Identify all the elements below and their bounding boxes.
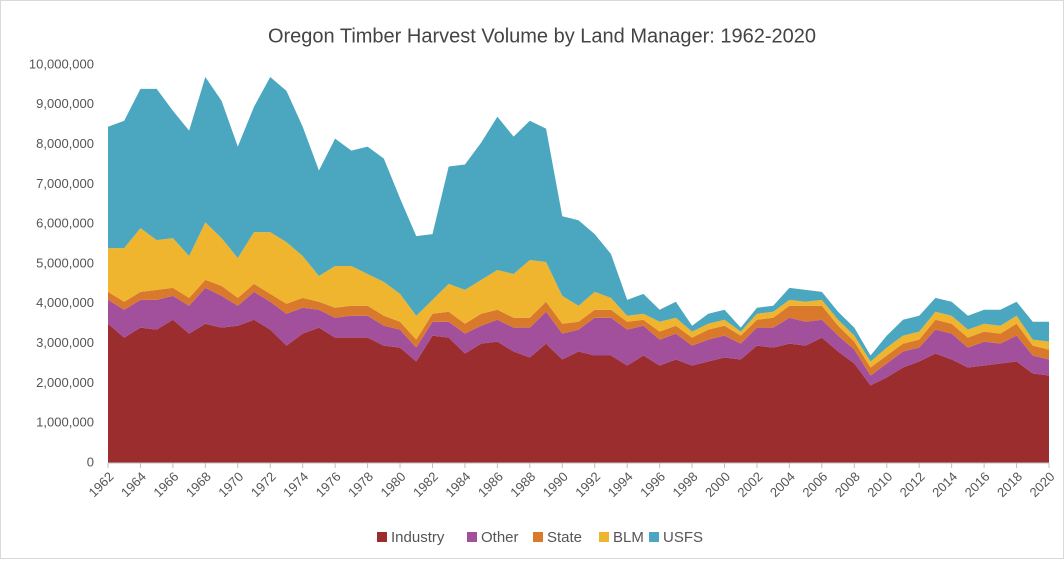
legend-label: State — [547, 529, 582, 546]
legend-swatch — [599, 532, 609, 542]
y-tick-label: 8,000,000 — [36, 136, 94, 151]
legend-swatch — [533, 532, 543, 542]
legend-swatch — [467, 532, 477, 542]
y-tick-label: 0 — [87, 454, 94, 469]
area — [108, 222, 1049, 368]
y-tick-label: 7,000,000 — [36, 176, 94, 191]
legend-swatch — [377, 532, 387, 542]
legend-label: Industry — [391, 529, 445, 546]
area — [108, 279, 1049, 376]
y-tick-label: 6,000,000 — [36, 216, 94, 231]
area — [108, 319, 1049, 463]
y-tick-label: 1,000,000 — [36, 415, 94, 430]
y-tick-label: 9,000,000 — [36, 96, 94, 111]
legend-label: BLM — [613, 529, 644, 546]
area — [108, 287, 1049, 386]
legend-swatch — [649, 532, 659, 542]
legend-label: Other — [481, 529, 519, 546]
y-tick-label: 2,000,000 — [36, 375, 94, 390]
y-tick-label: 10,000,000 — [29, 56, 94, 71]
chart-title: Oregon Timber Harvest Volume by Land Man… — [268, 25, 816, 47]
y-tick-label: 5,000,000 — [36, 255, 94, 270]
y-tick-label: 3,000,000 — [36, 335, 94, 350]
legend-label: USFS — [663, 529, 703, 546]
area — [108, 76, 1049, 362]
y-tick-label: 4,000,000 — [36, 295, 94, 310]
